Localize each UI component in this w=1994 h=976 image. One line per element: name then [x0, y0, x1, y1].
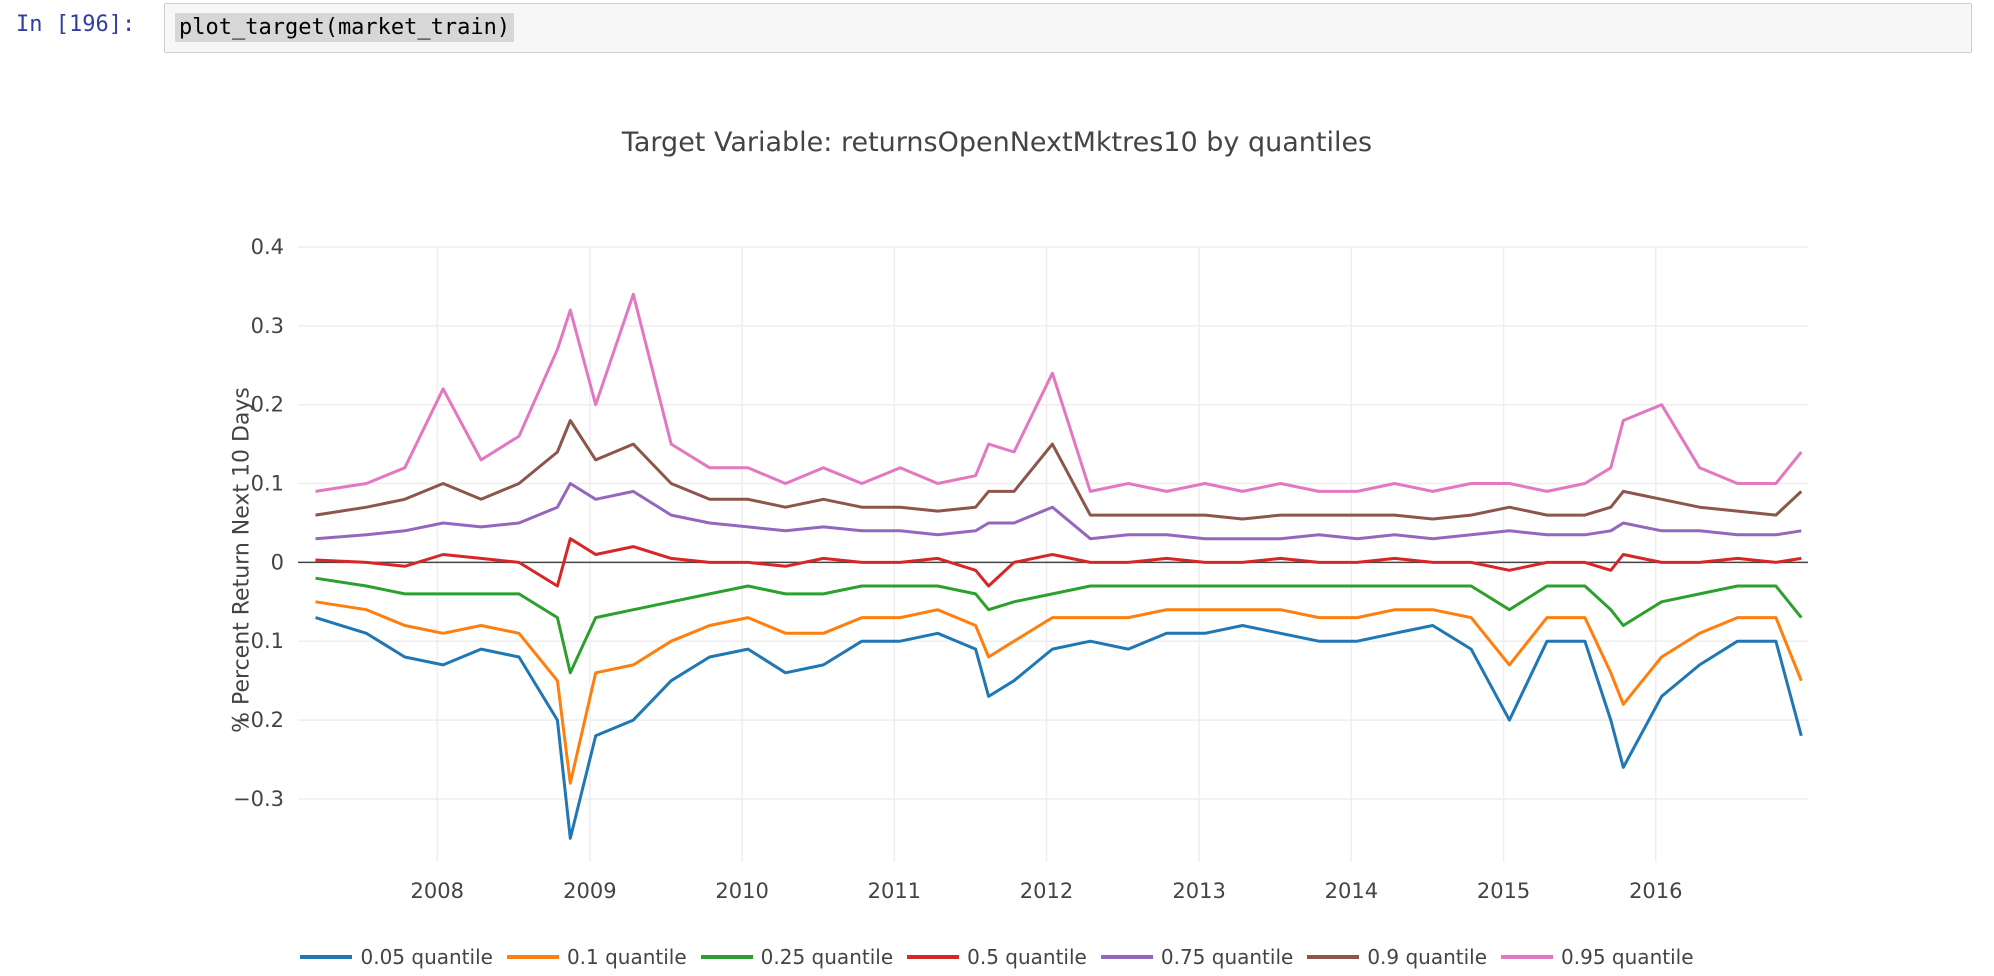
- x-tick-label: 2008: [411, 879, 464, 903]
- legend-swatch: [700, 955, 753, 959]
- legend-swatch: [1100, 955, 1153, 959]
- legend-item[interactable]: 0.1 quantile: [506, 945, 687, 969]
- series-line-0-75-quantile[interactable]: [315, 482, 1802, 541]
- chart-title: Target Variable: returnsOpenNextMktres10…: [621, 127, 1373, 158]
- x-tick-label: 2011: [868, 879, 921, 903]
- y-tick-labels: 0.4 0.3 0.2 0.1 0 −0.1 −0.2 −0.3: [233, 235, 284, 811]
- x-tick-label: 2009: [563, 879, 616, 903]
- y-tick-label: −0.2: [233, 708, 284, 732]
- y-tick-label: 0.4: [251, 235, 284, 259]
- x-tick-label: 2016: [1629, 879, 1682, 903]
- legend-item[interactable]: 0.25 quantile: [700, 945, 894, 969]
- legend-label: 0.05 quantile: [360, 945, 493, 969]
- series-lines: [315, 292, 1803, 840]
- x-tick-label: 2014: [1325, 879, 1378, 903]
- code-cell-input[interactable]: plot_target(market_train): [164, 3, 1972, 53]
- legend-item[interactable]: 0.75 quantile: [1100, 945, 1294, 969]
- legend-label: 0.95 quantile: [1561, 945, 1694, 969]
- y-gridlines: [298, 246, 1808, 800]
- legend-label: 0.75 quantile: [1160, 945, 1294, 969]
- legend-label: 0.9 quantile: [1367, 945, 1488, 969]
- legend-swatch: [1307, 955, 1360, 959]
- y-tick-label: −0.1: [233, 629, 284, 653]
- code-text[interactable]: plot_target(market_train): [175, 13, 515, 42]
- legend-swatch: [1501, 955, 1554, 959]
- cell-prompt: In [196]:: [16, 12, 136, 37]
- x-tick-label: 2012: [1020, 879, 1073, 903]
- series-line-0-5-quantile[interactable]: [315, 537, 1802, 588]
- x-tick-label: 2013: [1172, 879, 1225, 903]
- series-line-0-1-quantile[interactable]: [315, 600, 1803, 785]
- legend-item[interactable]: 0.9 quantile: [1307, 945, 1487, 969]
- y-tick-label: 0.1: [251, 472, 284, 496]
- series-line-0-9-quantile[interactable]: [315, 419, 1803, 521]
- series-line-0-95-quantile[interactable]: [315, 292, 1803, 493]
- x-tick-labels: 2008 2009 2010 2011 2012 2013 2014 2015 2016: [411, 879, 1683, 903]
- legend-item[interactable]: 0.05 quantile: [300, 945, 493, 969]
- legend-item[interactable]: 0.5 quantile: [907, 945, 1087, 969]
- y-tick-label: 0.2: [251, 393, 284, 417]
- y-tick-label: −0.3: [233, 787, 284, 811]
- legend-label: 0.25 quantile: [760, 945, 894, 969]
- series-line-0-25-quantile[interactable]: [315, 576, 1803, 675]
- legend-item[interactable]: 0.95 quantile: [1501, 945, 1694, 969]
- x-tick-label: 2010: [715, 879, 768, 903]
- y-tick-label: 0: [271, 550, 284, 574]
- legend-label: 0.1 quantile: [566, 945, 687, 969]
- legend-swatch: [907, 955, 960, 959]
- x-tick-label: 2015: [1477, 879, 1530, 903]
- legend-label: 0.5 quantile: [967, 945, 1087, 969]
- chart-legend[interactable]: 0.05 quantile 0.1 quantile 0.25 quantile 0.…: [0, 945, 1994, 969]
- series-line-0-05-quantile[interactable]: [315, 616, 1803, 840]
- legend-swatch: [506, 955, 559, 959]
- y-tick-label: 0.3: [251, 314, 284, 338]
- legend-swatch: [300, 955, 353, 959]
